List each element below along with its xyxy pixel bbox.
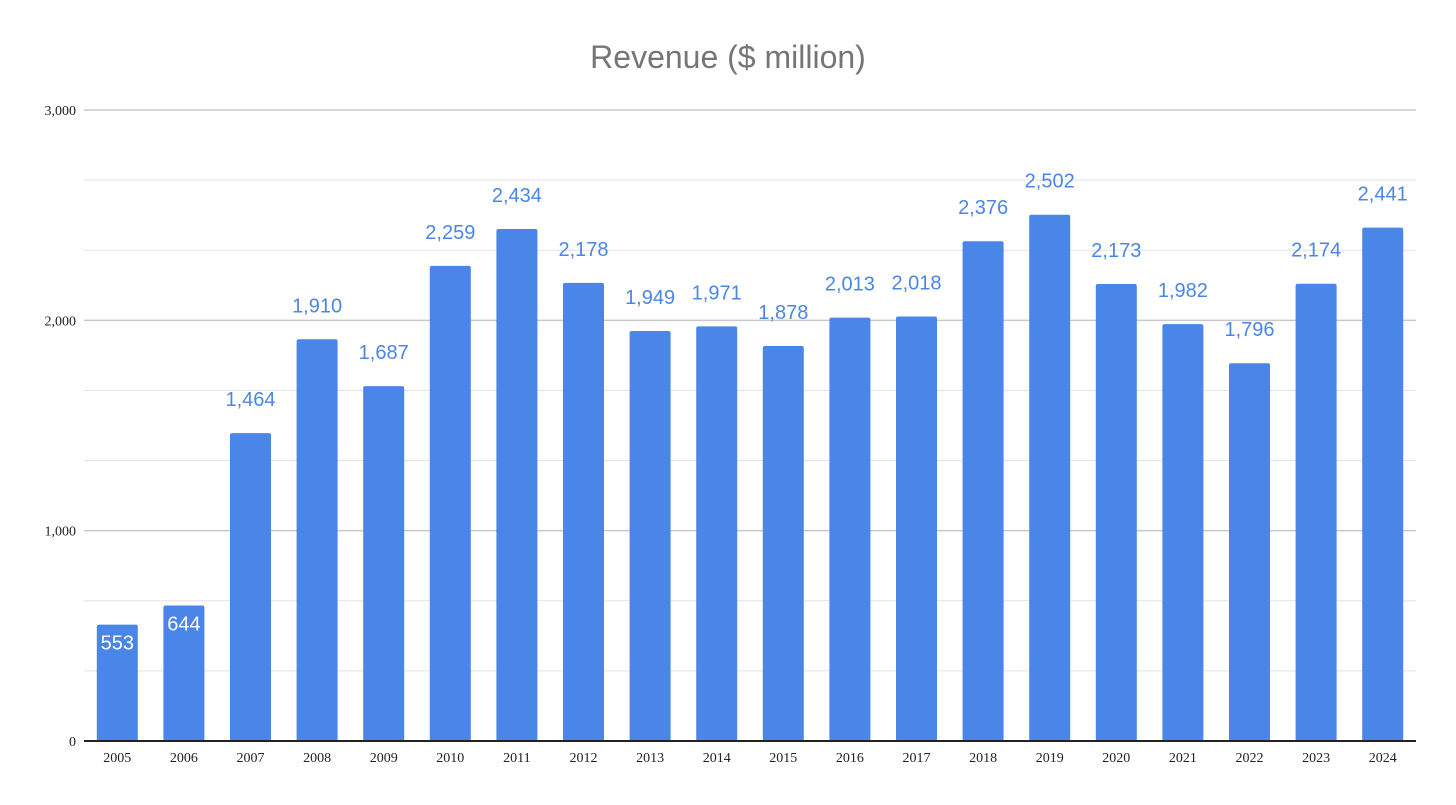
data-label: 1,982 — [1158, 280, 1208, 302]
x-tick-label: 2011 — [503, 751, 530, 766]
y-tick-label: 1,000 — [45, 525, 77, 540]
x-tick-label: 2022 — [1236, 751, 1264, 766]
bar — [1095, 283, 1137, 741]
bar — [1029, 214, 1071, 742]
x-tick-label: 2013 — [636, 751, 664, 766]
bar — [429, 265, 471, 741]
data-label: 1,796 — [1224, 319, 1274, 341]
data-label: 2,441 — [1358, 184, 1408, 206]
x-tick-label: 2018 — [969, 751, 997, 766]
bar — [629, 331, 671, 741]
data-labels: 553 644 1,464 1,910 1,687 2,259 2,434 2,178 1,94… — [101, 171, 1408, 655]
x-tick-label: 2010 — [436, 751, 464, 766]
data-label: 2,376 — [958, 197, 1008, 219]
x-tick-label: 2009 — [370, 751, 398, 766]
data-label: 1,878 — [758, 302, 808, 324]
data-label: 1,949 — [625, 287, 675, 309]
chart-title: Revenue ($ million) — [590, 39, 866, 75]
x-tick-label: 2006 — [170, 751, 198, 766]
x-tick-label: 2007 — [237, 751, 265, 766]
bar — [762, 345, 804, 741]
data-label: 2,178 — [558, 239, 608, 261]
bar — [1162, 324, 1204, 741]
bar — [163, 605, 205, 741]
x-tick-label: 2020 — [1102, 751, 1130, 766]
x-tick-label: 2017 — [903, 751, 931, 766]
bar — [829, 317, 871, 741]
x-tick-label: 2014 — [703, 751, 731, 766]
data-label: 2,174 — [1291, 240, 1341, 262]
bar — [230, 433, 271, 741]
x-tick-label: 2021 — [1169, 751, 1197, 766]
bar — [1295, 283, 1337, 741]
data-label: 1,971 — [692, 282, 742, 304]
data-label: 2,502 — [1025, 171, 1075, 193]
gridlines — [84, 109, 1416, 672]
x-tick-label: 2019 — [1036, 751, 1064, 766]
y-tick-label: 0 — [69, 735, 76, 750]
data-label: 644 — [167, 614, 200, 636]
bar — [1362, 227, 1404, 741]
bar — [962, 241, 1004, 742]
bar — [496, 229, 538, 742]
data-label: 1,464 — [225, 389, 275, 411]
bar — [1229, 363, 1270, 741]
bar — [363, 386, 405, 741]
x-tick-label: 2008 — [303, 751, 331, 766]
bar — [563, 282, 604, 741]
y-tick-label: 3,000 — [45, 104, 77, 119]
data-label: 553 — [101, 633, 134, 655]
bar — [96, 624, 138, 741]
x-tick-label: 2023 — [1302, 751, 1330, 766]
x-tick-label: 2005 — [103, 751, 131, 766]
bar — [896, 316, 937, 741]
x-tick-label: 2015 — [769, 751, 797, 766]
bar — [696, 326, 738, 741]
y-tick-label: 2,000 — [45, 314, 77, 329]
x-tick-label: 2012 — [570, 751, 598, 766]
data-label: 2,018 — [891, 273, 941, 295]
x-tick-label: 2016 — [836, 751, 864, 766]
data-label: 2,259 — [425, 222, 475, 244]
data-label: 2,013 — [825, 274, 875, 296]
data-label: 1,687 — [359, 342, 409, 364]
data-label: 1,910 — [292, 295, 342, 317]
bar — [296, 339, 338, 741]
y-axis-tick-labels: 0 1,000 2,000 3,000 — [45, 104, 77, 750]
x-tick-label: 2024 — [1369, 751, 1397, 766]
bars — [96, 214, 1404, 742]
x-axis-tick-labels: 2005 2006 2007 2008 2009 2010 2011 2012 2013 2014… — [103, 751, 1396, 766]
data-label: 2,173 — [1091, 240, 1141, 262]
data-label: 2,434 — [492, 185, 542, 207]
